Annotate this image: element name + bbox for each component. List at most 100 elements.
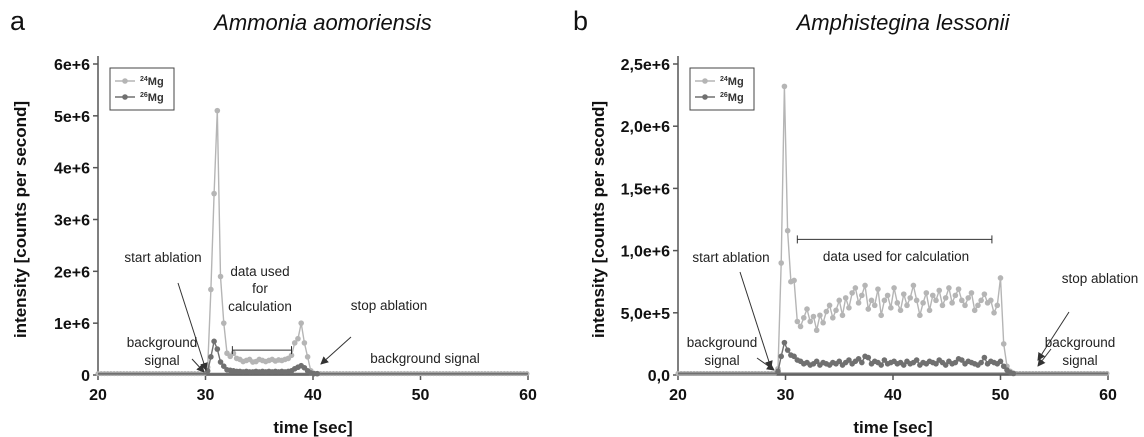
y-tick-label: 1,5e+6 [621, 181, 670, 198]
x-tick-label: 30 [197, 387, 215, 404]
legend-entry: 24Mg [720, 76, 744, 88]
annotation-arrow-stop-ablation [320, 336, 352, 365]
y-tick-label: 0 [81, 368, 90, 385]
data-point [823, 308, 830, 315]
data-point [1000, 341, 1007, 347]
data-point [968, 290, 975, 296]
annotation-background-right: background [1045, 335, 1116, 350]
y-tick-label: 2e+6 [54, 264, 90, 281]
x-tick-label: 20 [669, 387, 687, 404]
data-point [800, 314, 807, 321]
legend-swatch-marker [122, 94, 128, 100]
y-tick-label: 2,0e+6 [621, 119, 670, 136]
data-point [301, 340, 308, 346]
annotation-background-right: signal [1062, 353, 1097, 368]
y-tick-label: 0,0 [648, 368, 670, 385]
data-point [933, 297, 939, 304]
data-point [978, 359, 984, 366]
data-point [833, 307, 839, 314]
x-tick-label: 60 [519, 387, 537, 404]
data-point [920, 300, 926, 306]
data-point [781, 339, 788, 346]
data-point [211, 190, 217, 197]
data-point [981, 291, 988, 297]
annotation-data-used: for [252, 281, 268, 296]
annotation-background-left: signal [144, 353, 179, 368]
data-point [878, 312, 884, 319]
data-point [846, 305, 852, 311]
data-point [775, 368, 781, 375]
data-point [791, 353, 797, 360]
data-point [855, 300, 862, 306]
data-point [1000, 363, 1007, 370]
data-point [208, 286, 214, 293]
series-26Mg [204, 338, 321, 377]
data-point [881, 357, 888, 363]
chart-title: Ammonia aomoriensis [212, 10, 432, 35]
data-point [804, 306, 810, 312]
data-point [797, 323, 804, 330]
data-point [836, 297, 843, 304]
x-tick-label: 60 [1099, 387, 1117, 404]
x-axis-label: time [sec] [273, 418, 352, 437]
data-point [952, 292, 959, 299]
data-point [917, 312, 923, 319]
series-line [777, 340, 1014, 375]
data-point [904, 302, 910, 309]
data-point [865, 354, 872, 361]
data-point [849, 290, 855, 296]
data-point [781, 83, 788, 90]
data-point [842, 295, 849, 301]
data-point [923, 290, 930, 296]
data-point [865, 306, 872, 312]
annotation-arrow-start-ablation [177, 282, 208, 371]
legend-label: Mg [148, 92, 164, 104]
annotation-stop-ablation: stop ablation [1062, 271, 1139, 286]
legend-entry: 26Mg [140, 92, 164, 104]
data-point [839, 312, 846, 319]
data-point [291, 340, 298, 346]
data-point [959, 357, 965, 363]
data-point [852, 285, 859, 291]
series-24Mg [204, 107, 321, 377]
annotation-arrow-stop-ablation [1037, 311, 1070, 361]
y-axis-label: intensity [counts per second] [11, 101, 30, 338]
y-axis-label: intensity [counts per second] [589, 101, 608, 338]
legend-swatch-marker [122, 78, 128, 84]
data-point [997, 358, 1004, 365]
data-point [975, 302, 981, 309]
data-point [817, 312, 823, 319]
x-tick-label: 40 [884, 387, 902, 404]
legend-superscript: 26 [140, 92, 148, 99]
data-point [991, 310, 997, 316]
data-point [929, 292, 936, 299]
data-point [859, 292, 865, 299]
legend-entry: 24Mg [140, 76, 164, 88]
data-point [1010, 370, 1017, 377]
data-point [288, 352, 295, 359]
data-point [965, 295, 972, 301]
annotation-arrow-start-ablation [739, 271, 773, 369]
panel-letter: a [10, 6, 26, 36]
annotation-start-ablation: start ablation [124, 250, 201, 265]
data-point [314, 370, 321, 377]
data-point [220, 363, 227, 369]
data-point [978, 297, 984, 304]
data-point [952, 359, 959, 366]
legend-superscript: 24 [140, 76, 148, 83]
y-tick-label: 1,0e+6 [621, 244, 670, 261]
data-point [913, 297, 920, 304]
panel-letter: b [573, 6, 588, 36]
annotations: start ablation background signal data used f… [124, 250, 480, 373]
x-tick-label: 50 [992, 387, 1010, 404]
background-points [675, 371, 1110, 376]
data-point [868, 297, 875, 304]
data-point [830, 314, 836, 321]
data-point [891, 285, 897, 291]
data-point [214, 107, 221, 114]
data-point [942, 295, 949, 301]
data-point [778, 260, 784, 266]
